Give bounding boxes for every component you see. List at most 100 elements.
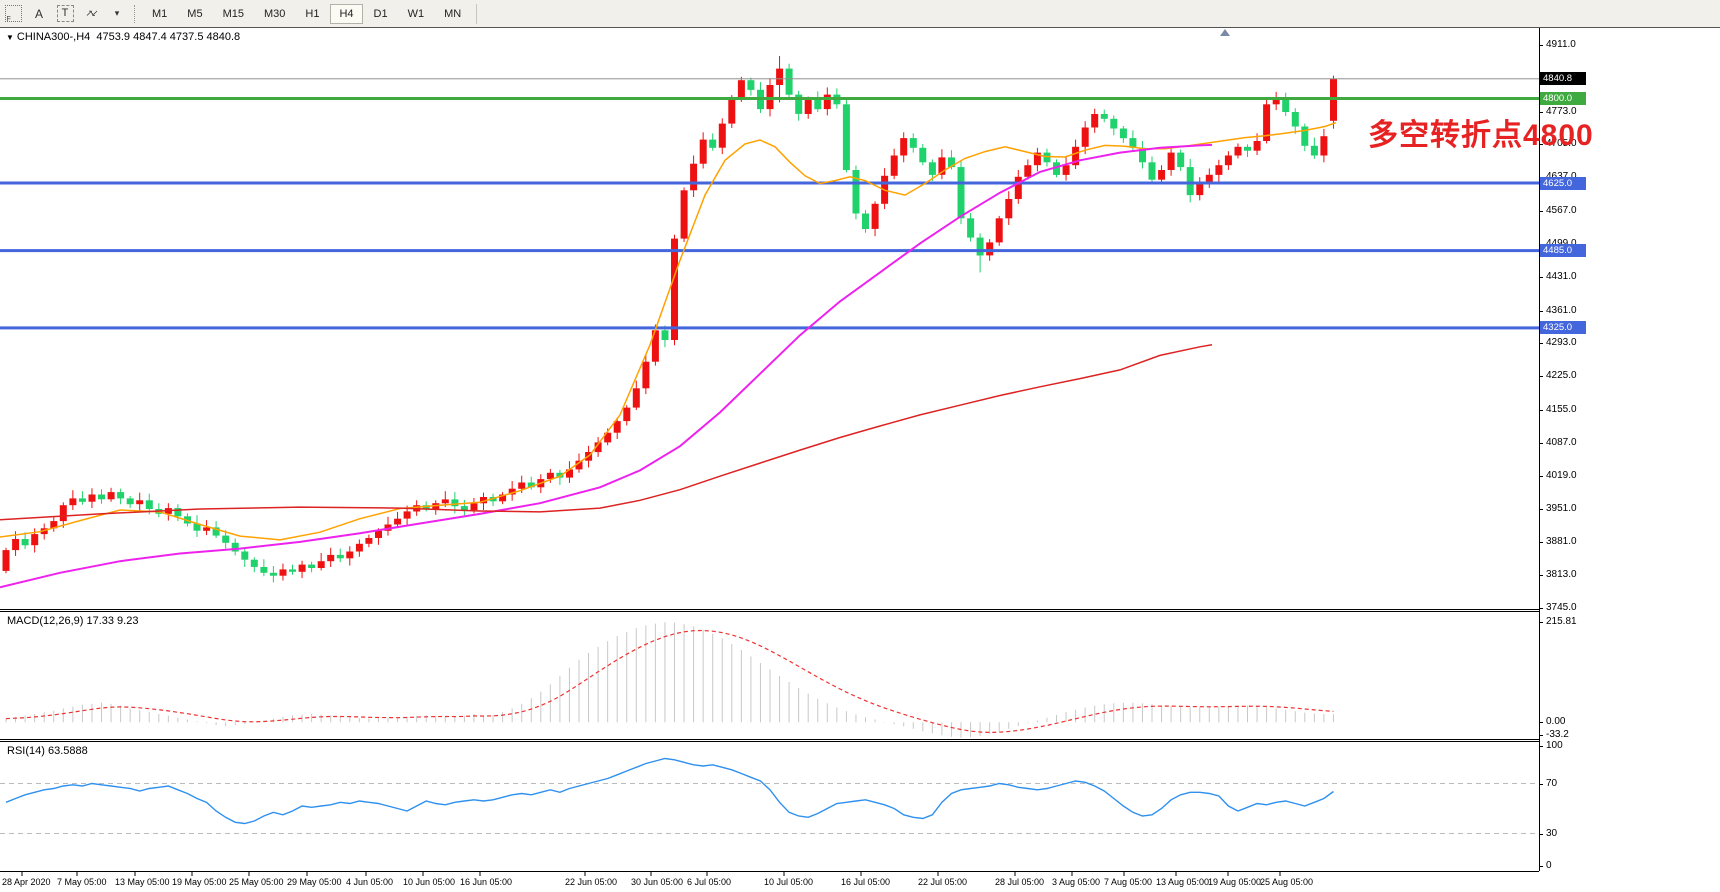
rsi-axis-label: 30 [1546,827,1558,839]
price-axis-tick [1539,343,1543,345]
crosshair-frame-icon[interactable]: F [2,4,24,24]
rsi-axis-tick [1539,746,1543,747]
price-axis-tick [1539,144,1543,146]
horizontal-level-lines[interactable] [0,78,1539,330]
date-axis-label: 22 Jun 05:00 [565,877,618,887]
chart-root: 4911.04843.04773.04705.04637.04567.04499… [0,27,1720,892]
rsi-axis-tick [1539,866,1543,867]
timeframe-w1[interactable]: W1 [407,7,425,20]
date-axis-label: 7 Aug 05:00 [1104,877,1153,887]
date-axis-label: 10 Jul 05:00 [764,877,814,887]
price-axis-tick-label: 4911.0 [1546,38,1576,50]
price-axis-tick-label: 4225.0 [1546,370,1577,382]
price-axis-tick-label: 4361.0 [1546,304,1577,316]
price-axis-tick-label: 3881.0 [1546,536,1577,548]
date-axis-label: 10 Jun 05:00 [403,877,456,887]
timeframe-mn[interactable]: MN [444,7,462,20]
macd-histogram [5,622,1334,738]
date-axis-label: 25 Aug 05:00 [1260,877,1314,887]
price-level-badge: 4840.8 [1540,72,1586,86]
price-axis-tick-label: 4431.0 [1546,270,1577,282]
price-axis-tick-label: 4019.0 [1546,469,1577,481]
timeframe-d1[interactable]: D1 [373,7,388,20]
price-axis-tick [1539,475,1543,477]
chart-title: ▼ CHINA300-,H4 4753.9 4847.4 4737.5 4840.… [6,31,240,43]
timeframe-m15[interactable]: M15 [222,7,244,20]
timeframe-h4[interactable]: H4 [330,3,363,24]
ma-slow-red [0,344,1213,521]
bar-ohlc-values: 4753.9 4847.4 4737.5 4840.8 [96,31,241,43]
price-axis-tick [1539,542,1543,544]
rsi-axis-label: 70 [1546,777,1558,789]
price-axis-tick-label: 4087.0 [1546,436,1577,448]
tool-dropdown-caret-icon[interactable]: ▾ [114,8,120,18]
date-axis-label: 22 Jul 05:00 [918,877,968,887]
timeframe-h1[interactable]: H1 [305,7,320,20]
price-axis-tick-label: 4567.0 [1546,205,1577,217]
price-level-badge: 4625.0 [1540,176,1586,190]
price-axis-tick [1539,211,1543,213]
date-axis-label: 30 Jun 05:00 [631,877,684,887]
price-axis-tick-label: 4773.0 [1546,105,1577,117]
candlestick-series [2,56,1337,583]
timeframe-m30[interactable]: M30 [263,7,286,20]
date-axis-label: 6 Jul 05:00 [687,877,732,887]
label-tool-icon[interactable]: T [54,4,76,24]
date-axis-label: 7 May 05:00 [57,877,107,887]
rsi-axis-label: 100 [1546,740,1563,751]
chart-scroll-marker-icon[interactable] [1220,29,1230,36]
timeframe-m5[interactable]: M5 [187,7,203,20]
date-axis-label: 19 Aug 05:00 [1208,877,1262,887]
date-axis-label: 3 Aug 05:00 [1052,877,1101,887]
rsi-indicator-label: RSI(14) 63.5888 [7,745,88,757]
price-axis-tick-label: 4293.0 [1546,337,1577,349]
rsi-axis-label: 0 [1546,860,1552,871]
macd-axis-label: 0.00 [1546,716,1566,728]
price-axis-tick [1539,376,1543,378]
price-axis-tick [1539,508,1543,510]
price-axis-tick [1539,276,1543,278]
price-axis-tick [1539,310,1543,312]
chart-top-border [0,27,1720,28]
price-level-badge: 4800.0 [1540,92,1586,105]
macd-axis-label: 215.81 [1546,616,1577,628]
rsi-axis-tick [1539,783,1543,785]
date-axis-label: 13 May 05:00 [115,877,170,887]
date-axis-label: 19 May 05:00 [172,877,227,887]
ma-mid-magenta [0,143,1213,589]
arrows-tool-icon[interactable]: ↗↙ [85,8,98,18]
price-axis-line [1539,28,1540,871]
text-annotation-icon[interactable]: A [34,6,43,21]
price-axis-tick [1539,111,1543,113]
symbol-name: CHINA300-,H4 [16,31,91,43]
rsi-axis-tick [1539,833,1543,835]
toolbar-separator [476,3,478,24]
macd-signal-line [5,629,1334,734]
symbol-collapse-icon[interactable]: ▼ [6,33,14,42]
price-axis-tick-label: 3813.0 [1546,569,1577,581]
date-axis-label: 29 May 05:00 [287,877,342,887]
price-axis-tick-label: 4705.0 [1546,138,1577,150]
price-level-badge: 4485.0 [1540,244,1586,258]
timeframe-m1[interactable]: M1 [152,7,168,20]
date-axis-label: 13 Aug 05:00 [1156,877,1210,887]
date-axis-label: 16 Jun 05:00 [460,877,513,887]
chart-annotation-text: 多空转折点4800 [1368,119,1594,152]
rsi-line [5,757,1334,825]
price-axis-tick [1539,410,1543,412]
chart-toolbar: F A T ↗↙ ▾ M1 M5 M15 M30 H1 H4 D1 W1 MN [0,0,1720,28]
macd-axis-tick [1539,735,1543,736]
price-axis-tick [1539,442,1543,444]
date-axis-label: 16 Jul 05:00 [841,877,891,887]
toolbar-grip [134,4,138,23]
price-axis-tick-label: 3951.0 [1546,502,1577,514]
macd-axis-label: -33.2 [1546,729,1569,740]
price-axis-tick [1539,608,1543,610]
date-axis-label: 25 May 05:00 [229,877,284,887]
chart-canvas[interactable] [0,28,1539,892]
price-level-badge: 4325.0 [1540,321,1586,335]
price-axis-tick-label: 4499.0 [1546,238,1577,249]
price-axis-tick [1539,575,1543,577]
price-axis-tick-label: 3745.0 [1546,602,1577,614]
